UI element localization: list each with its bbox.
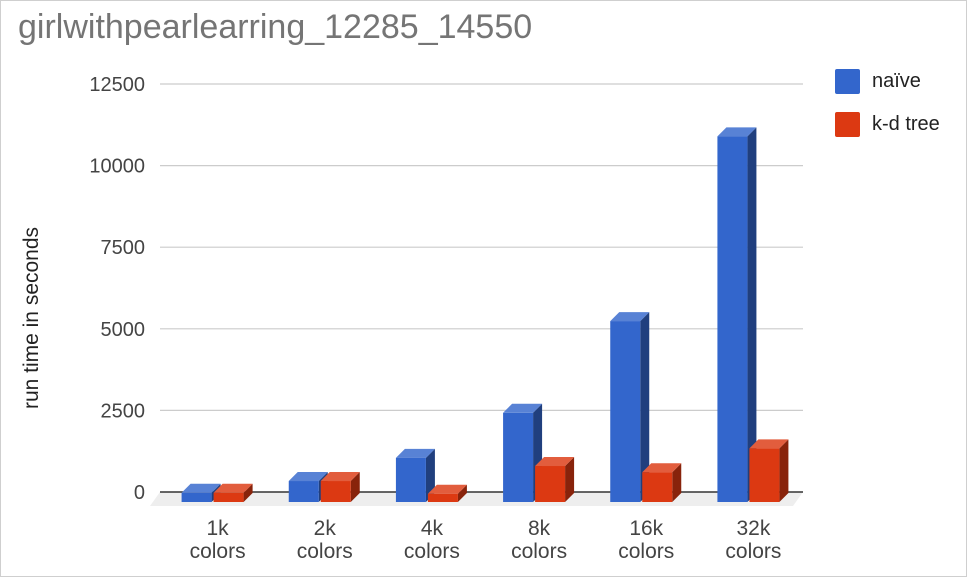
- bar-side: [747, 127, 757, 502]
- bar: [427, 493, 458, 502]
- legend-item-kdtree[interactable]: k-d tree: [835, 111, 940, 137]
- bar: [288, 481, 319, 502]
- bar: [181, 492, 212, 502]
- x-tick-label: colors: [404, 540, 460, 563]
- bar-side: [779, 439, 789, 502]
- bar-side: [350, 472, 360, 502]
- bar: [717, 136, 748, 502]
- bar: [503, 412, 534, 502]
- y-tick-label: 7500: [101, 237, 146, 259]
- bar-top: [288, 472, 328, 482]
- bar-top: [181, 483, 221, 493]
- bar-side: [457, 484, 467, 502]
- bar-side: [243, 483, 253, 502]
- bar-top: [535, 457, 575, 467]
- bar-top: [749, 439, 789, 449]
- bar-side: [640, 312, 650, 502]
- bar-side: [425, 448, 435, 502]
- bar-side: [565, 457, 575, 502]
- bar: [395, 457, 426, 502]
- bar-top: [642, 463, 682, 473]
- bar: [610, 321, 641, 502]
- legend: naïve k-d tree: [835, 68, 940, 154]
- y-axis-label: run time in seconds: [20, 227, 43, 409]
- chart-title: girlwithpearlearring_12285_14550: [18, 8, 533, 46]
- x-tick-label: colors: [190, 540, 246, 563]
- y-tick-label: 2500: [101, 400, 146, 422]
- bar-top: [213, 483, 253, 493]
- bar-top: [717, 127, 757, 137]
- x-tick-label: 2k: [314, 517, 337, 540]
- x-tick-label: colors: [511, 540, 567, 563]
- bar: [320, 481, 351, 502]
- bar: [535, 466, 566, 502]
- legend-item-naive[interactable]: naïve: [835, 68, 940, 94]
- x-tick-label: 4k: [421, 517, 444, 540]
- y-tick-label: 5000: [101, 319, 146, 341]
- bar-top: [503, 403, 543, 413]
- x-tick-label: 1k: [206, 517, 229, 540]
- legend-label-naive: naïve: [872, 69, 921, 92]
- bar-side: [672, 463, 682, 502]
- bar-top: [427, 484, 467, 494]
- y-tick-label: 12500: [89, 74, 145, 96]
- x-tick-label: 8k: [528, 517, 551, 540]
- legend-swatch-naive: [835, 68, 860, 94]
- x-tick-label: 32k: [736, 517, 770, 540]
- bar-top: [395, 448, 435, 458]
- x-tick-label: 16k: [629, 517, 663, 540]
- bar-top: [610, 312, 650, 322]
- bar: [642, 472, 673, 502]
- y-tick-label: 0: [134, 482, 145, 504]
- x-tick-label: colors: [725, 540, 781, 563]
- legend-swatch-kdtree: [835, 111, 860, 137]
- bar: [213, 492, 244, 502]
- x-tick-label: colors: [297, 540, 353, 563]
- bar-top: [320, 472, 360, 482]
- legend-label-kdtree: k-d tree: [872, 112, 940, 135]
- bar: [749, 448, 780, 502]
- x-tick-label: colors: [618, 540, 674, 563]
- y-tick-label: 10000: [89, 156, 145, 178]
